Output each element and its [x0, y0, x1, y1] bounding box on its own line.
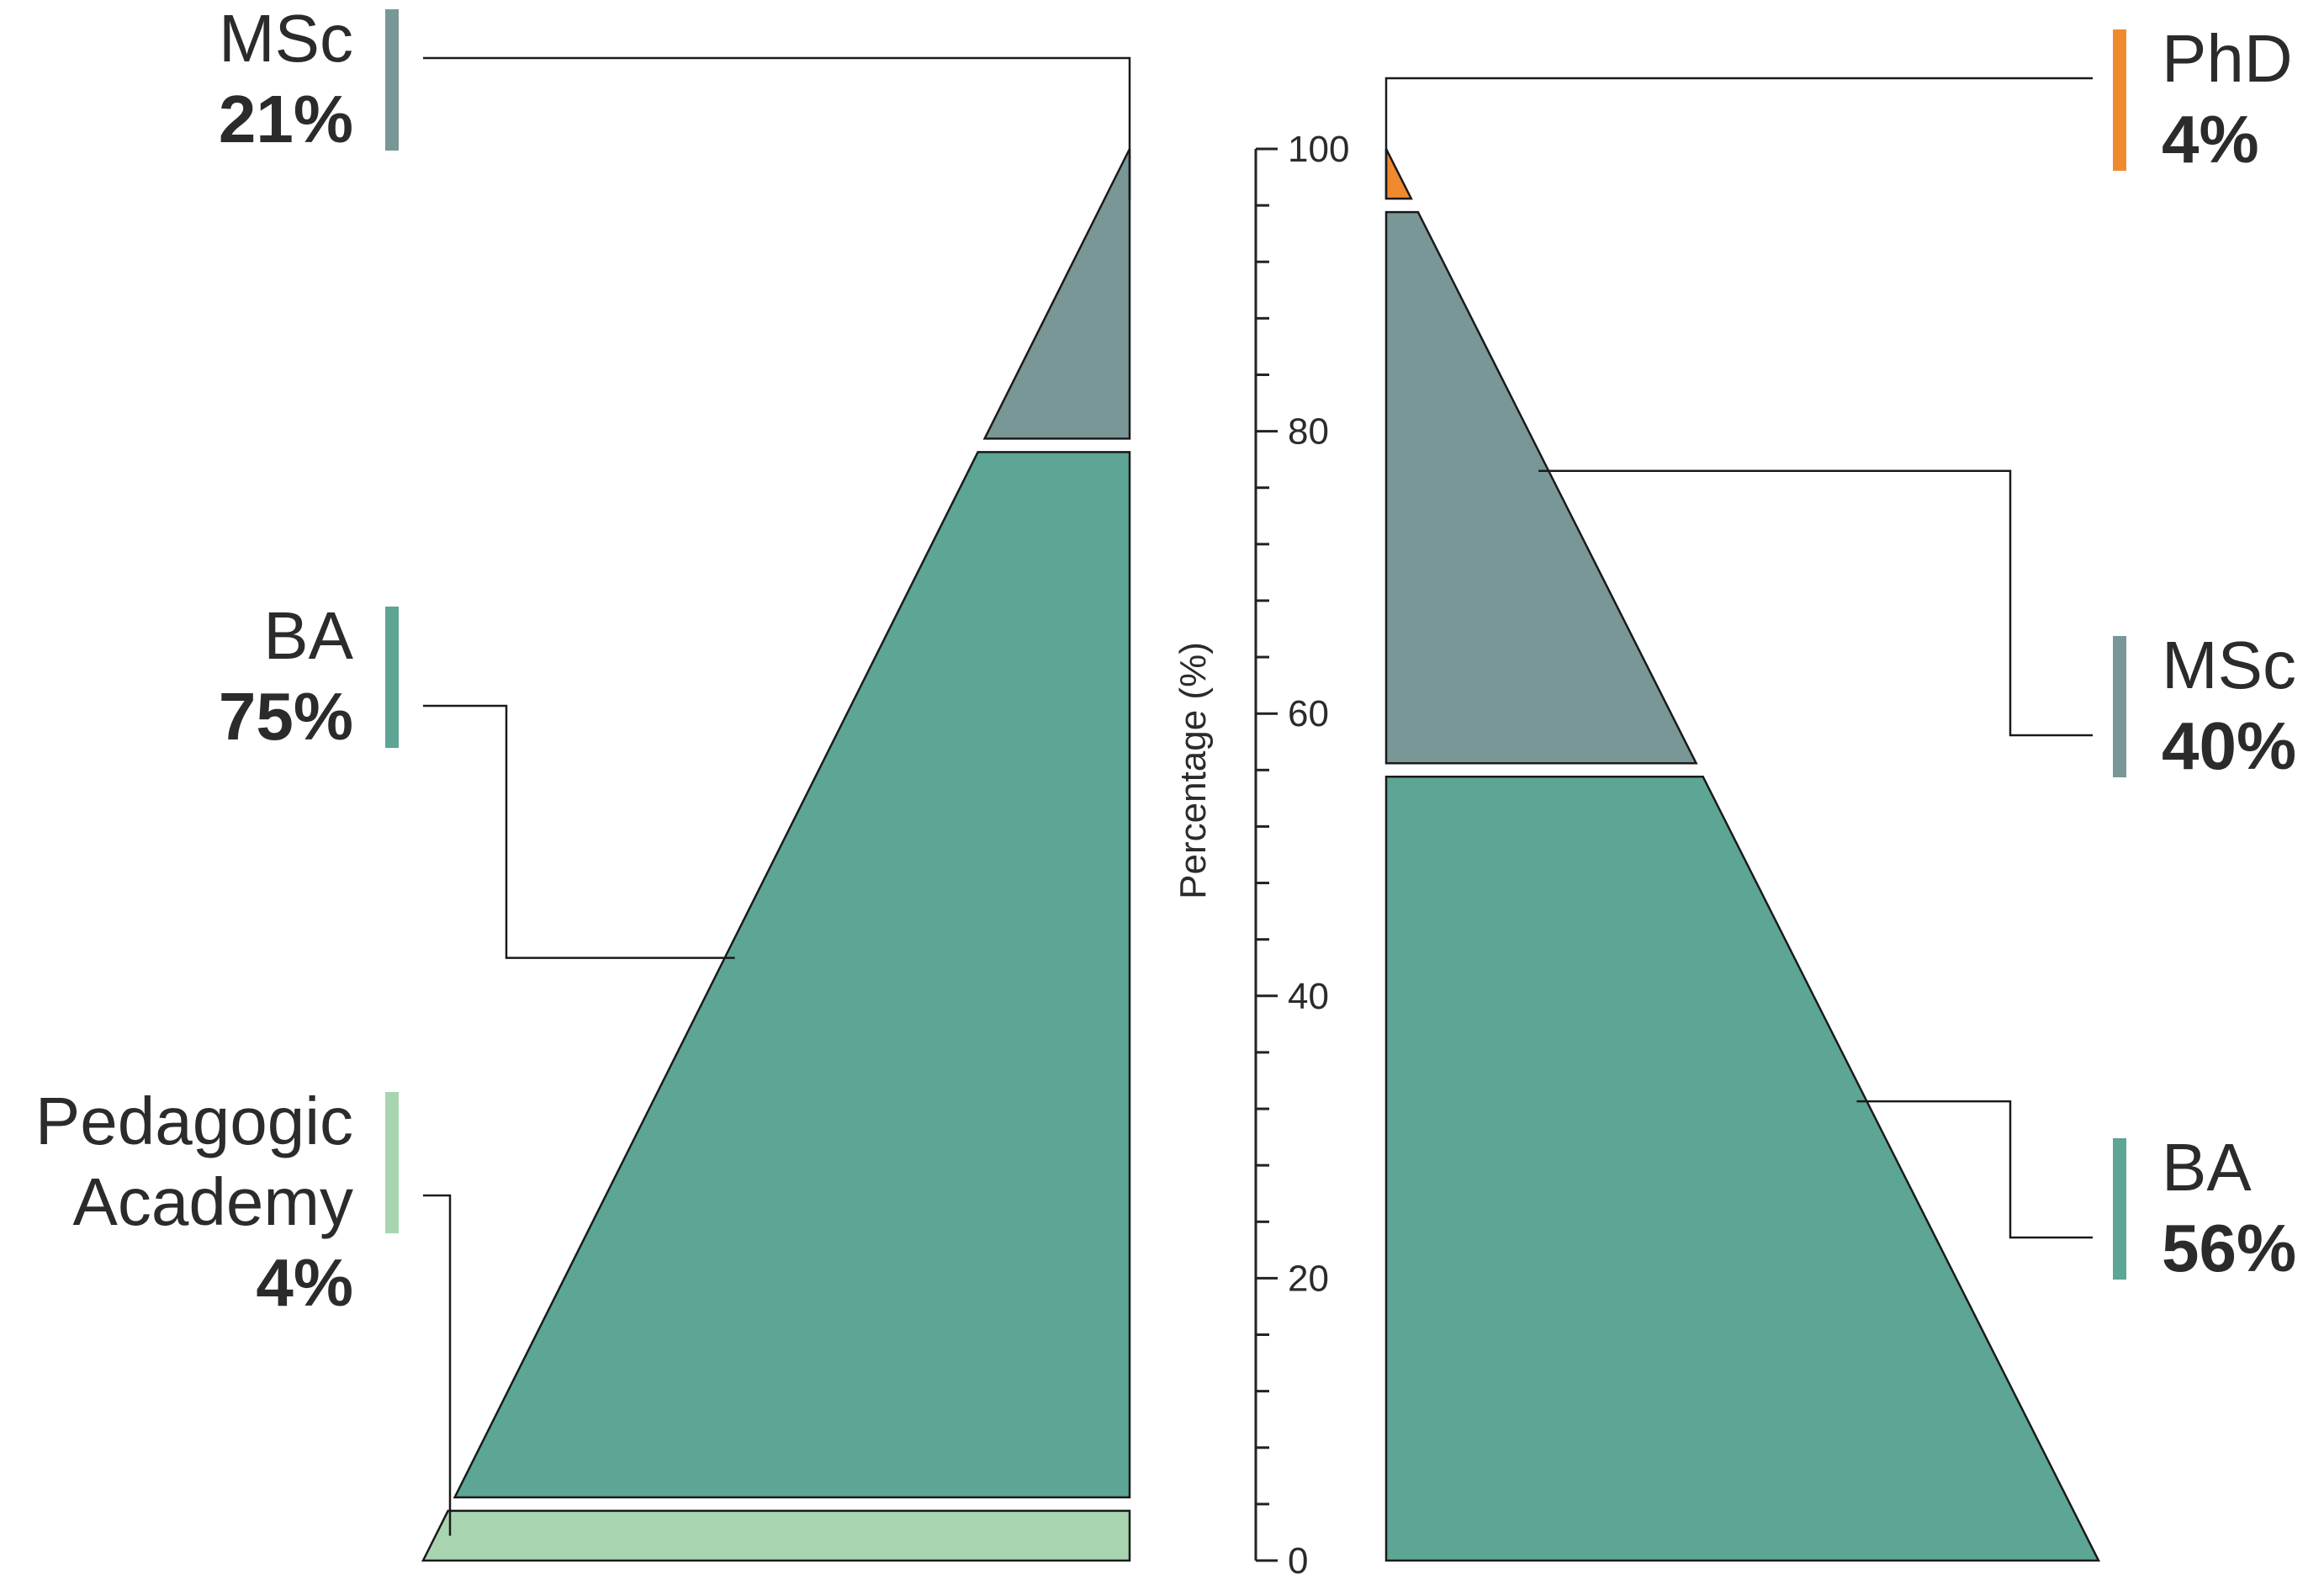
right-segment-phd	[1384, 148, 1413, 200]
left-leader-pedagogic-academy	[423, 1194, 452, 1536]
right-segment-ba	[1384, 776, 2101, 1562]
right-pct-ba: 56%	[2162, 1211, 2296, 1285]
y-axis-title: Percentage (%)	[1173, 642, 1214, 899]
right-segment-msc	[1384, 210, 1698, 765]
right-label-ba-line-0: BA	[2162, 1130, 2252, 1205]
right-pct-msc: 40%	[2162, 708, 2296, 783]
left-pct-pedagogic-academy: 4%	[256, 1245, 353, 1320]
left-label-pedagogic-academy-line-0: Pedagogic	[35, 1084, 353, 1158]
right-label-msc-line-0: MSc	[2162, 628, 2296, 702]
left-label-bar-ba	[385, 607, 399, 748]
left-label-pedagogic-academy-line-1: Academy	[73, 1164, 353, 1239]
left-pct-msc: 21%	[219, 82, 353, 156]
left-label-msc-line-0: MSc	[219, 1, 353, 76]
left-label-bar-msc	[385, 9, 399, 151]
left-leader-ba	[423, 704, 735, 959]
y-tick-label-20: 20	[1288, 1258, 1329, 1299]
left-segment-msc	[982, 148, 1131, 440]
left-pct-ba: 75%	[219, 679, 353, 754]
pyramid-segments	[421, 148, 2101, 1562]
right-pct-phd: 4%	[2162, 102, 2259, 177]
right-leader-msc	[1538, 469, 2093, 737]
left-leader-msc	[423, 56, 1131, 199]
y-tick-label-100: 100	[1288, 129, 1349, 170]
left-segment-ba	[453, 451, 1131, 1499]
y-tick-label-60: 60	[1288, 693, 1329, 734]
left-segment-pedagogic-academy	[421, 1509, 1131, 1562]
right-label-bar-phd	[2113, 29, 2126, 171]
segment-labels: PedagogicAcademy4%BA75%MSc21%BA56%MSc40%…	[35, 1, 2296, 1320]
left-label-ba-line-0: BA	[263, 598, 353, 673]
y-tick-label-0: 0	[1288, 1540, 1308, 1582]
right-label-phd-line-0: PhD	[2162, 21, 2293, 96]
right-label-bar-msc	[2113, 636, 2126, 777]
right-label-bar-ba	[2113, 1138, 2126, 1280]
y-axis: 0 20 40 60 80 100 Percentage (%)	[1173, 129, 1349, 1582]
right-leader-phd	[1384, 77, 2093, 199]
y-tick-label-80: 80	[1288, 411, 1329, 453]
left-label-bar-pedagogic-academy	[385, 1092, 399, 1233]
y-tick-label-40: 40	[1288, 976, 1329, 1017]
leader-lines	[423, 56, 2093, 1536]
right-leader-ba	[1856, 1100, 2093, 1239]
